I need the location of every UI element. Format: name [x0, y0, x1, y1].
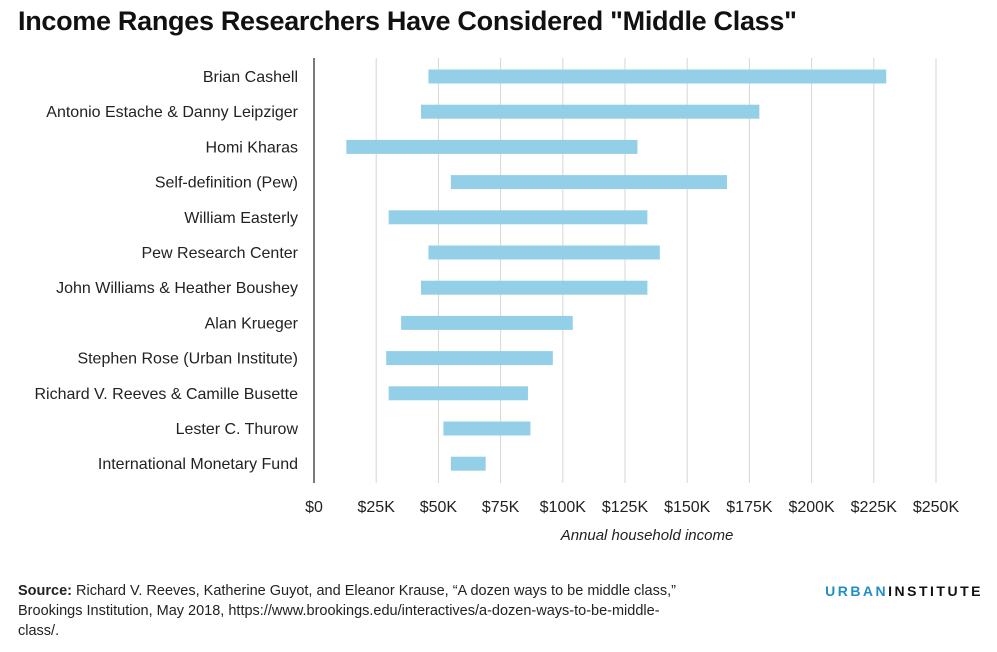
range-bar — [388, 386, 528, 401]
x-tick-labels: $0 $25K $50K $75K $100K $125K $150K $175K $200K $… — [305, 499, 959, 516]
range-bar — [428, 69, 887, 84]
range-bar — [450, 175, 728, 190]
category-label: William Easterly — [184, 210, 298, 227]
x-tick-label: $100K — [540, 499, 587, 516]
x-tick-label: $225K — [851, 499, 898, 516]
range-bar — [420, 104, 760, 119]
chart-title: Income Ranges Researchers Have Considere… — [18, 6, 797, 36]
source-label: Source: — [18, 583, 72, 599]
category-label: International Monetary Fund — [98, 456, 298, 473]
logo-word-institute: INSTITUTE — [888, 583, 983, 599]
bars — [346, 69, 887, 471]
range-bar — [346, 139, 638, 154]
range-bar — [386, 351, 553, 366]
gridlines — [375, 58, 937, 483]
category-label: Homi Kharas — [206, 139, 298, 156]
category-label: Antonio Estache & Danny Leipziger — [46, 104, 298, 121]
category-label: Self-definition (Pew) — [155, 175, 298, 192]
range-bar-chart: Brian Cashell Antonio Estache & Danny Lei… — [34, 58, 959, 544]
x-tick-label: $175K — [726, 499, 773, 516]
x-tick-label: $250K — [913, 499, 960, 516]
x-tick-label: $200K — [788, 499, 835, 516]
range-bar — [420, 280, 648, 295]
category-label: Alan Krueger — [205, 315, 299, 332]
range-bar — [443, 421, 531, 436]
range-bar — [450, 456, 486, 471]
x-tick-label: $150K — [664, 499, 711, 516]
x-tick-label: $0 — [305, 499, 323, 516]
source-note: Source: Richard V. Reeves, Katherine Guy… — [18, 581, 698, 641]
x-tick-label: $75K — [482, 499, 520, 516]
x-axis-title: Annual household income — [560, 527, 734, 544]
category-labels: Brian Cashell Antonio Estache & Danny Lei… — [34, 69, 298, 473]
category-label: Pew Research Center — [141, 245, 298, 262]
category-label: Lester C. Thurow — [176, 421, 299, 438]
category-label: Stephen Rose (Urban Institute) — [77, 351, 298, 368]
range-bar — [428, 245, 660, 260]
category-label: Brian Cashell — [203, 69, 298, 86]
source-text: Richard V. Reeves, Katherine Guyot, and … — [18, 583, 676, 639]
category-label: John Williams & Heather Boushey — [56, 280, 298, 297]
x-tick-label: $50K — [420, 499, 458, 516]
range-bar — [401, 315, 573, 330]
x-tick-label: $25K — [358, 499, 396, 516]
x-tick-label: $125K — [602, 499, 649, 516]
category-label: Richard V. Reeves & Camille Busette — [34, 386, 298, 403]
logo-word-urban: URBAN — [825, 583, 889, 599]
range-bar — [388, 210, 648, 225]
urban-institute-logo: URBANINSTITUTE — [825, 583, 983, 599]
